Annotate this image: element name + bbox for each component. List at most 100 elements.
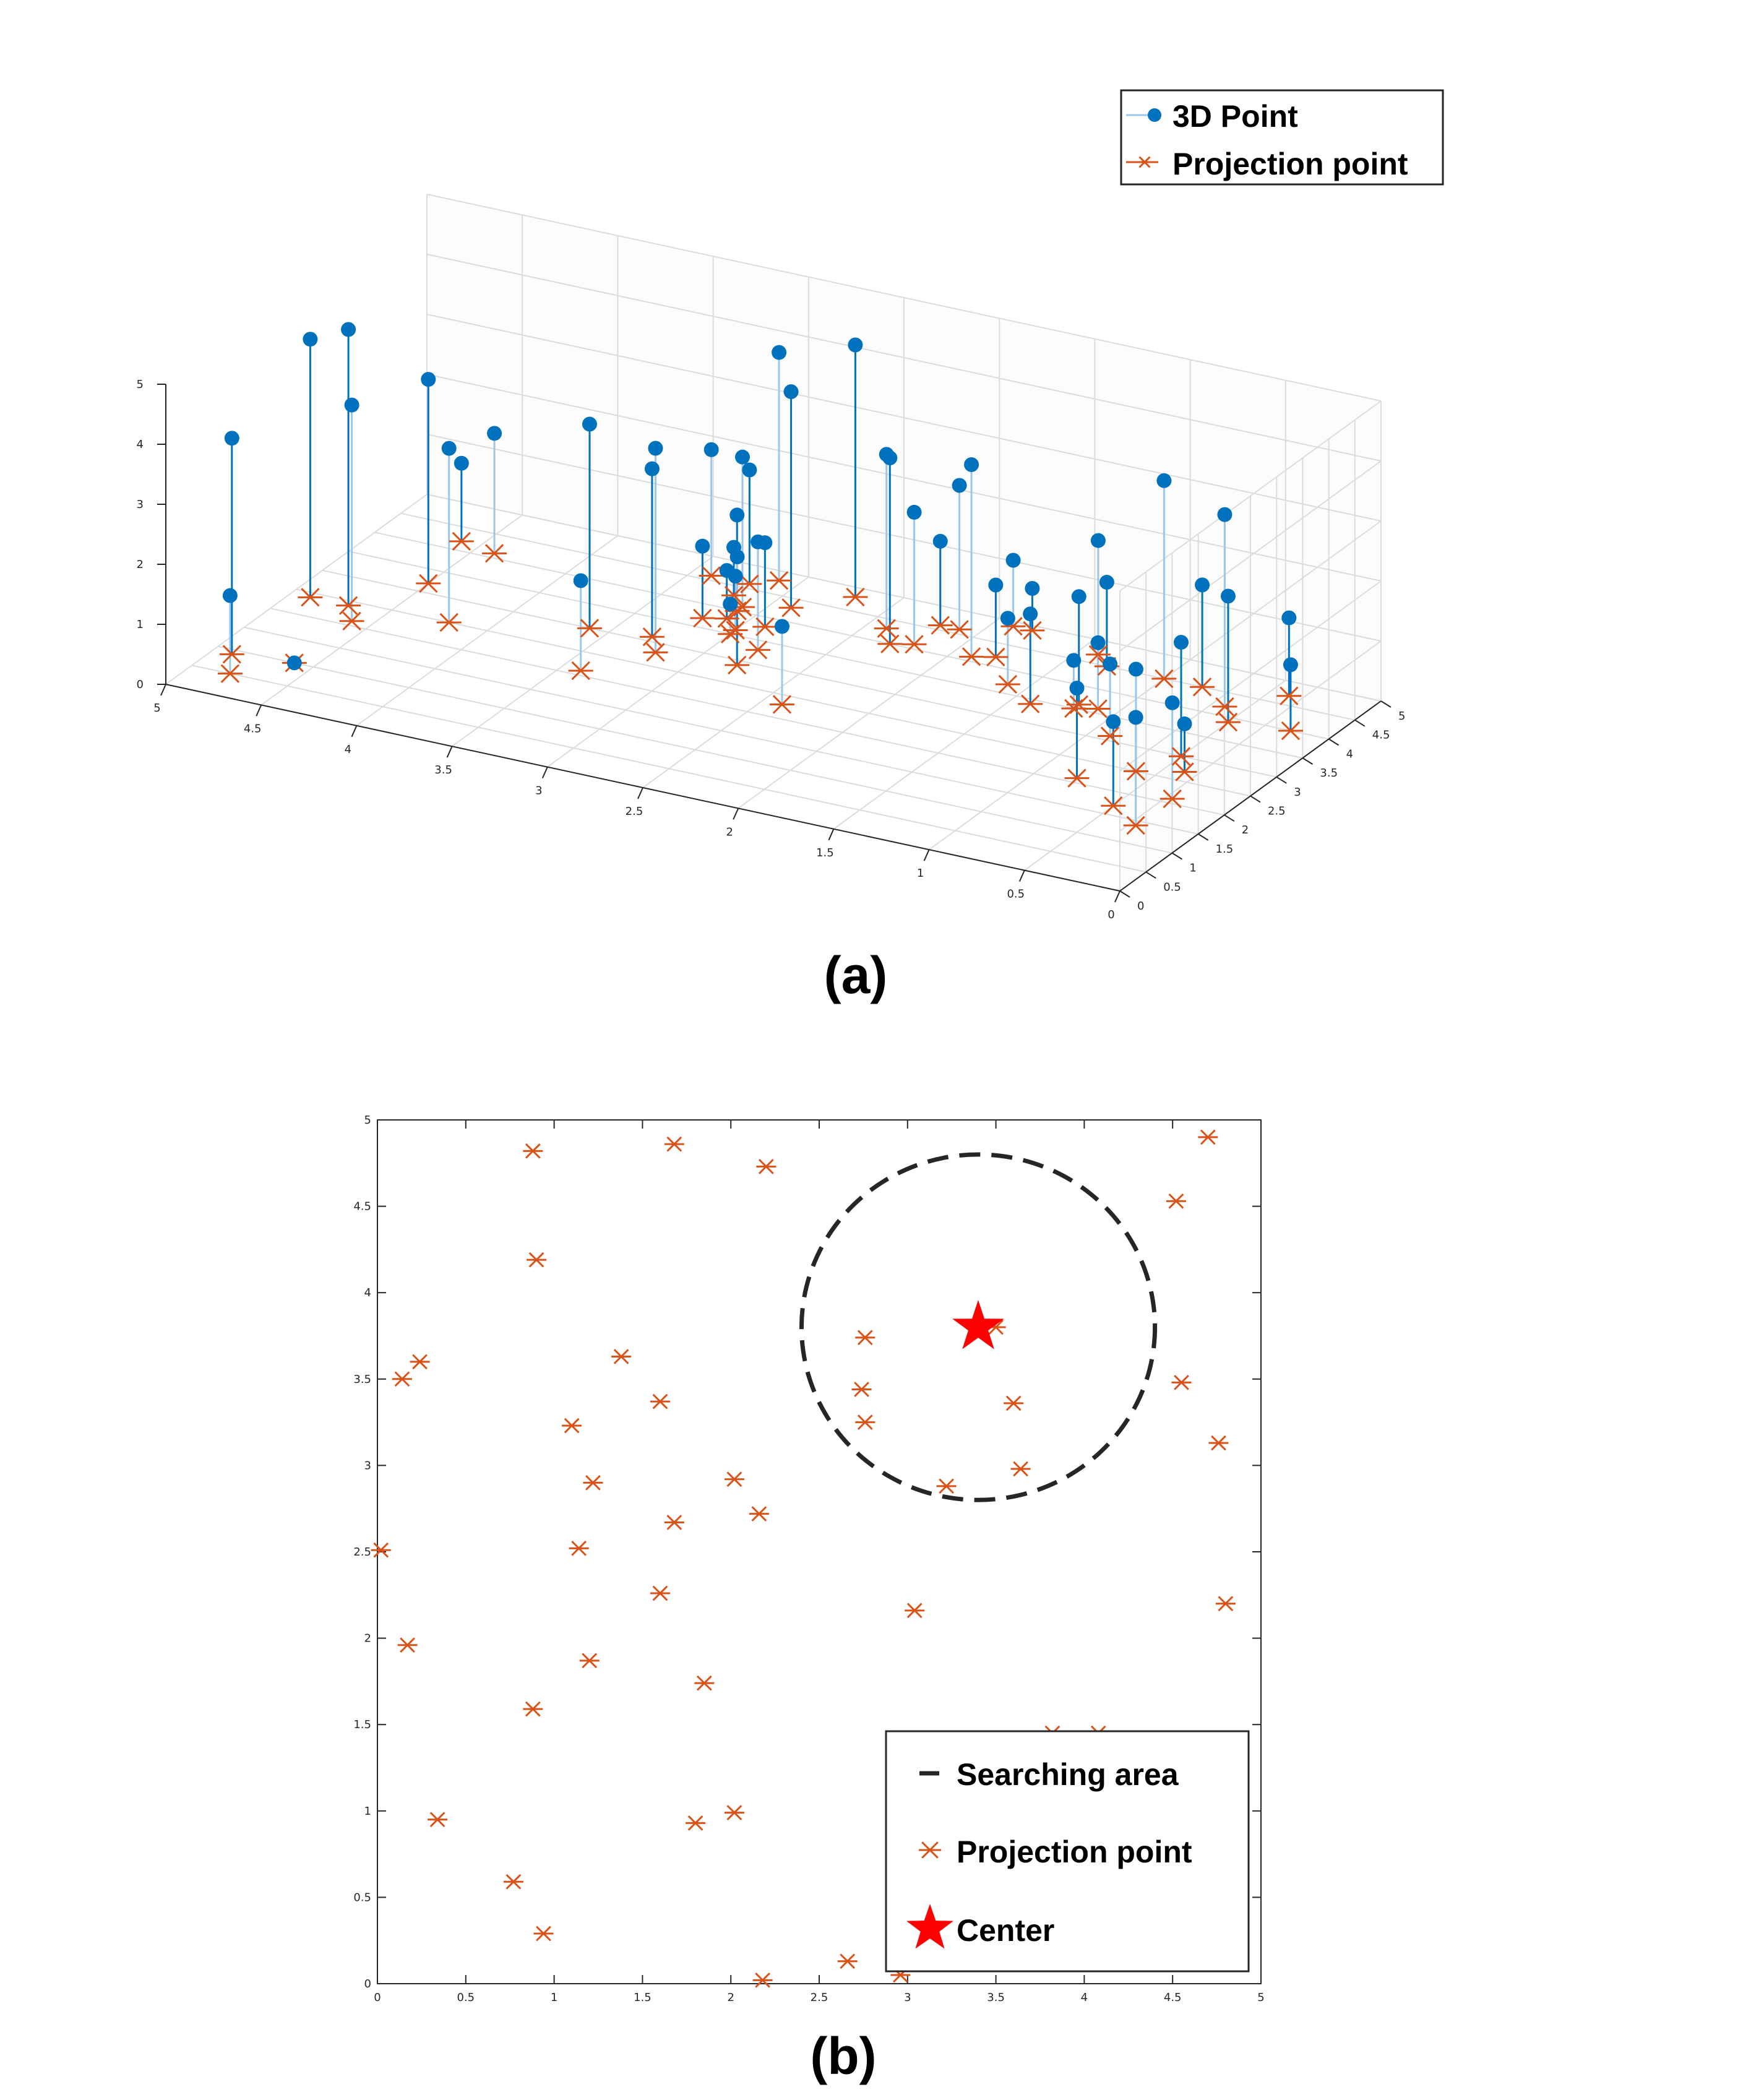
projection-point	[1278, 721, 1303, 741]
asterisk-stroke	[781, 598, 801, 618]
3d-point	[224, 431, 239, 446]
projection-point	[1190, 678, 1215, 697]
asterisk-stroke	[1126, 815, 1145, 835]
3d-point	[1099, 575, 1114, 590]
y-tick-mark	[1354, 719, 1366, 727]
asterisk-stroke	[419, 574, 438, 593]
asterisk-stroke	[740, 574, 759, 594]
asterisk-stroke	[726, 1471, 742, 1487]
projection-point	[639, 627, 665, 647]
x-tick-label: 2	[727, 1991, 734, 2004]
asterisk-stroke	[1155, 669, 1174, 689]
projection-point	[746, 640, 770, 660]
x-tick-label: 5	[1257, 1991, 1264, 2004]
projection-point	[1169, 747, 1194, 766]
3d-point	[719, 563, 734, 578]
projection-point	[569, 1541, 589, 1556]
center-star-marker	[952, 1300, 1004, 1349]
projection-point	[436, 613, 462, 632]
projection-point	[778, 598, 804, 618]
3d-point	[1195, 577, 1210, 593]
projection-point	[1123, 762, 1148, 781]
back-wall-grid-line	[426, 494, 1382, 702]
projection-point	[217, 664, 243, 683]
3d-point	[774, 619, 789, 634]
legend-projection-entry: Projection point	[1126, 147, 1408, 181]
x-tick-label: 2.5	[811, 1991, 828, 2004]
asterisk-stroke	[877, 619, 896, 638]
y-tick-mark	[1171, 852, 1182, 860]
legend-center-entry: Center	[906, 1904, 1054, 1949]
3d-point	[1217, 507, 1233, 522]
asterisk-stroke	[687, 1815, 703, 1831]
projection-point	[503, 1874, 523, 1890]
z-tick-label: 0	[137, 678, 144, 691]
asterisk-stroke	[931, 616, 950, 635]
x-tick-mark	[1114, 890, 1121, 903]
projection-point	[371, 1542, 391, 1558]
projection-point	[533, 1926, 554, 1942]
asterisk-stroke	[646, 643, 665, 662]
asterisk-stroke	[1192, 678, 1212, 697]
asterisk-stroke	[962, 647, 981, 666]
projection-point	[219, 645, 244, 664]
z-tick-label: 5	[137, 378, 144, 391]
projection-point	[664, 1515, 684, 1530]
3d-point	[1103, 656, 1118, 672]
legend-searching-area-label: Searching area	[957, 1757, 1179, 1792]
floor-grid-line	[452, 556, 714, 747]
legend-b: Searching area Projection point Center	[885, 1730, 1250, 1973]
asterisk-stroke	[439, 613, 458, 632]
tick-labels-b: 0 0.5 1 1.5 2 2.5 3 3.5 4 4.5 5 0 0.5 1 1.5 2 2.5 3 3.5 4 4.…	[353, 1114, 1264, 2004]
3d-point	[1174, 635, 1189, 650]
x-tick-mark	[733, 807, 739, 820]
asterisk-stroke	[525, 1701, 541, 1717]
x-tick-mark	[828, 828, 835, 841]
projection-point	[983, 647, 1009, 667]
projection-point	[837, 1953, 858, 1969]
3d-point	[952, 478, 967, 493]
3d-point	[648, 441, 663, 456]
x-tick-mark	[1018, 870, 1025, 882]
3d-point	[1069, 681, 1085, 696]
projection-point	[298, 588, 323, 607]
projection-point	[1085, 699, 1111, 718]
projection-point	[650, 1585, 670, 1601]
3d-point	[1128, 710, 1143, 725]
projection-point	[583, 1474, 603, 1491]
3d-point	[1090, 533, 1106, 548]
projection-point	[752, 617, 778, 637]
y-tick-label: 1	[1189, 862, 1196, 875]
projection-point	[1151, 669, 1177, 689]
projection-point	[843, 587, 868, 607]
3d-point	[1071, 589, 1086, 605]
y-tick-label: 5	[1398, 710, 1405, 723]
asterisk-stroke	[755, 617, 775, 637]
legend-star	[906, 1904, 953, 1949]
legend-3d-point-label: 3D Point	[1172, 99, 1298, 134]
projection-point	[690, 608, 715, 628]
panel-a-3d-scatter: 00.511.522.533.544.5500.511.522.533.544.…	[137, 89, 1444, 1004]
x-tick-mark	[351, 725, 358, 738]
asterisk-stroke	[1088, 645, 1108, 665]
3d-point	[1128, 661, 1143, 677]
x-tick-label: 4.5	[1164, 1991, 1182, 2004]
asterisk-stroke	[1211, 1435, 1226, 1451]
asterisk-stroke	[717, 609, 736, 628]
projection-point	[995, 674, 1020, 694]
legend-b-box	[885, 1730, 1250, 1973]
projection-point	[737, 574, 762, 594]
projection-point	[1159, 789, 1185, 809]
asterisk-stroke	[880, 634, 900, 653]
stems	[229, 329, 1292, 825]
asterisk-stroke	[857, 1414, 873, 1430]
z-tick-label: 4	[137, 438, 144, 451]
x-tick-label: 0	[1108, 908, 1114, 921]
axis-lines	[157, 384, 1392, 903]
x-tick-mark	[160, 684, 166, 696]
asterisk-stroke	[1281, 721, 1301, 741]
projection-point	[523, 1143, 543, 1159]
y-tick-label: 4.5	[1372, 729, 1390, 742]
3d-point	[441, 441, 457, 456]
projection-point	[1215, 1596, 1236, 1612]
